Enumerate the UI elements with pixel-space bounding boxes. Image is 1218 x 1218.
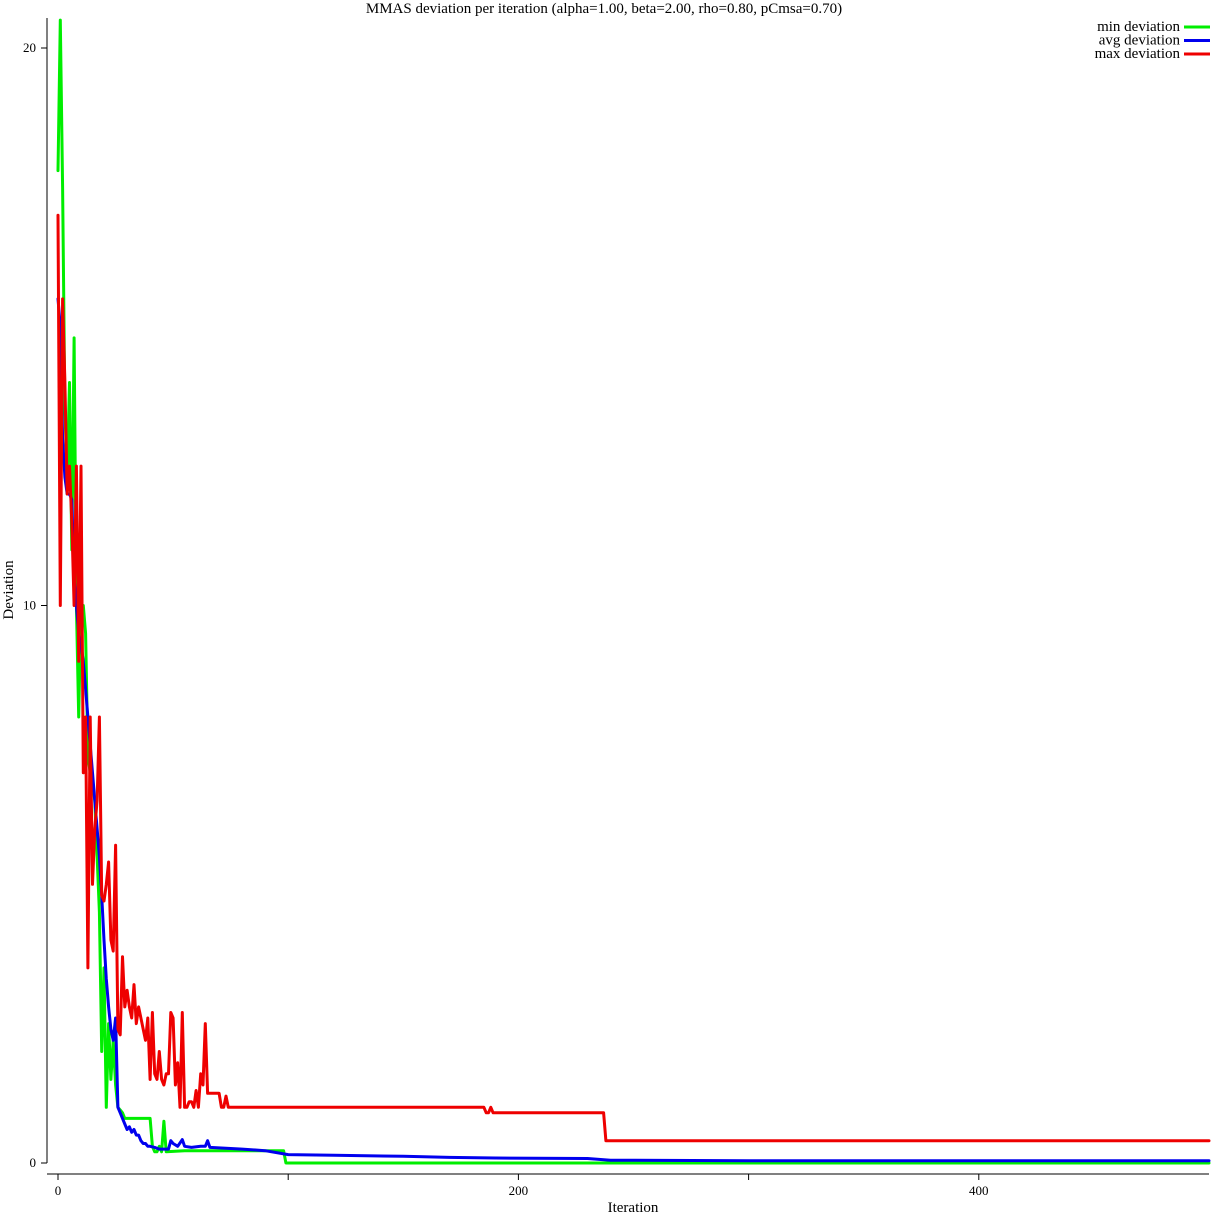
x-tick-label: 400 xyxy=(969,1183,989,1198)
x-tick-label: 0 xyxy=(55,1183,62,1198)
legend-label: max deviation xyxy=(1095,46,1181,62)
y-tick-label: 10 xyxy=(23,598,36,613)
legend-label: min deviation xyxy=(1097,19,1180,35)
y-tick-label: 20 xyxy=(23,40,36,55)
series-line-avg-deviation xyxy=(56,297,1211,1163)
x-tick-label: 200 xyxy=(509,1183,529,1198)
plot-area xyxy=(56,18,1211,1165)
series-line-min-deviation xyxy=(56,18,1211,1165)
series-line-max-deviation xyxy=(56,213,1211,1143)
legend-label: avg deviation xyxy=(1099,33,1181,49)
chart-title: MMAS deviation per iteration (alpha=1.00… xyxy=(366,1,842,17)
x-axis-label: Iteration xyxy=(608,1200,659,1216)
y-tick-label: 0 xyxy=(30,1155,37,1170)
y-axis-label: Deviation xyxy=(1,560,17,620)
